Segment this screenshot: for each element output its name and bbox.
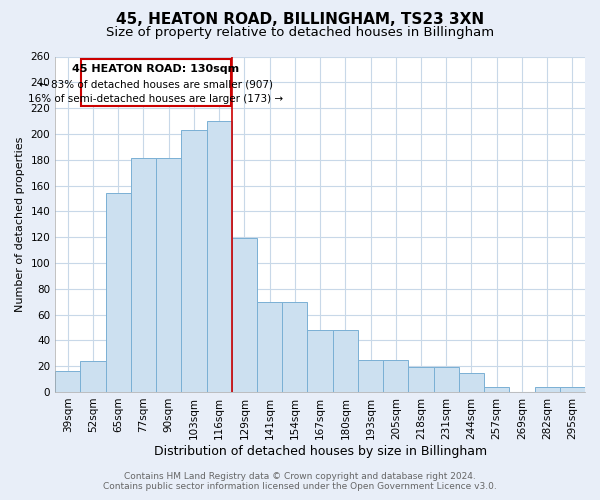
- X-axis label: Distribution of detached houses by size in Billingham: Distribution of detached houses by size …: [154, 444, 487, 458]
- Y-axis label: Number of detached properties: Number of detached properties: [15, 136, 25, 312]
- Bar: [131, 158, 156, 392]
- Bar: [106, 194, 131, 392]
- Bar: [55, 372, 80, 392]
- Text: 45 HEATON ROAD: 130sqm: 45 HEATON ROAD: 130sqm: [72, 64, 239, 74]
- Bar: [282, 302, 307, 392]
- Text: ← 83% of detached houses are smaller (907): ← 83% of detached houses are smaller (90…: [39, 80, 273, 90]
- Bar: [560, 387, 585, 392]
- Bar: [535, 387, 560, 392]
- Bar: [181, 130, 206, 392]
- Bar: [81, 59, 230, 106]
- Bar: [358, 360, 383, 392]
- Bar: [232, 238, 257, 392]
- Bar: [206, 121, 232, 392]
- Bar: [307, 330, 332, 392]
- Text: Contains HM Land Registry data © Crown copyright and database right 2024.
Contai: Contains HM Land Registry data © Crown c…: [103, 472, 497, 491]
- Bar: [156, 158, 181, 392]
- Text: Size of property relative to detached houses in Billingham: Size of property relative to detached ho…: [106, 26, 494, 39]
- Bar: [459, 372, 484, 392]
- Bar: [409, 368, 434, 392]
- Text: 45, HEATON ROAD, BILLINGHAM, TS23 3XN: 45, HEATON ROAD, BILLINGHAM, TS23 3XN: [116, 12, 484, 28]
- Bar: [383, 360, 409, 392]
- Bar: [484, 387, 509, 392]
- Bar: [80, 361, 106, 392]
- Bar: [434, 368, 459, 392]
- Bar: [332, 330, 358, 392]
- Text: 16% of semi-detached houses are larger (173) →: 16% of semi-detached houses are larger (…: [28, 94, 283, 104]
- Bar: [257, 302, 282, 392]
